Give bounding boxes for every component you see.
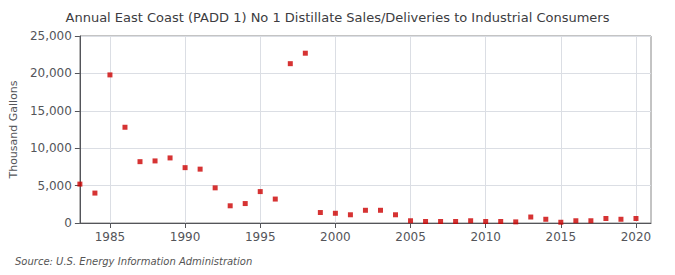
svg-text:1995: 1995 <box>245 230 276 244</box>
svg-text:Thousand Gallons: Thousand Gallons <box>7 80 20 179</box>
svg-text:2015: 2015 <box>546 230 577 244</box>
svg-text:Source: U.S. Energy Informatio: Source: U.S. Energy Information Administ… <box>15 256 252 267</box>
svg-text:25,000: 25,000 <box>30 29 72 43</box>
svg-text:20,000: 20,000 <box>30 66 72 80</box>
svg-text:Annual East Coast (PADD 1) No: Annual East Coast (PADD 1) No 1 Distilla… <box>66 10 610 25</box>
svg-text:2000: 2000 <box>320 230 351 244</box>
svg-text:15,000: 15,000 <box>30 104 72 118</box>
svg-text:10,000: 10,000 <box>30 141 72 155</box>
svg-text:0: 0 <box>64 216 72 230</box>
svg-text:1985: 1985 <box>95 230 126 244</box>
svg-text:5,000: 5,000 <box>38 179 72 193</box>
svg-text:2005: 2005 <box>395 230 426 244</box>
svg-text:1990: 1990 <box>170 230 201 244</box>
svg-text:2020: 2020 <box>621 230 652 244</box>
svg-text:2010: 2010 <box>470 230 501 244</box>
